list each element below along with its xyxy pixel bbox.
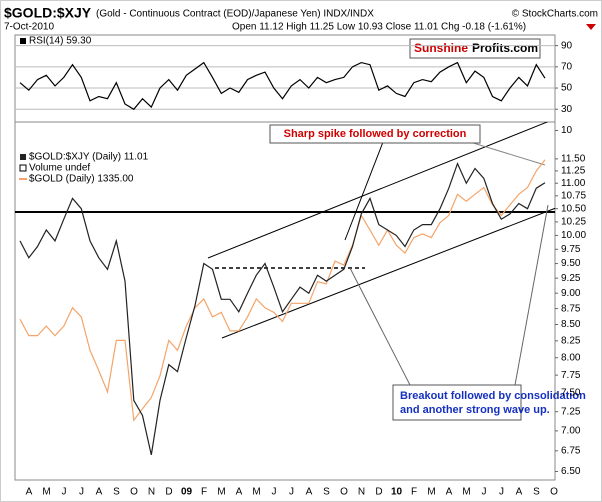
legend-entry: $GOLD:$XJY (Daily) 11.01	[29, 152, 149, 163]
y-tick-label: 6.75	[561, 445, 581, 456]
y-tick-label: 9.00	[561, 288, 581, 299]
spike-box	[269, 124, 481, 144]
legend-swatch	[19, 164, 27, 172]
logo-box	[409, 38, 541, 59]
x-tick-label: J	[289, 487, 294, 498]
y-tick-label: 10.75	[561, 190, 586, 201]
y-tick-label: 8.00	[561, 352, 581, 363]
y-tick-label: 8.75	[561, 303, 581, 314]
x-tick-label: A	[516, 487, 523, 498]
x-tick-label: F	[201, 487, 207, 498]
description: (Gold - Continuous Contract (EOD)/Japane…	[96, 9, 374, 20]
y-tick-label: 8.25	[561, 335, 581, 346]
x-tick-label: M	[462, 487, 470, 498]
x-tick-label: M	[427, 487, 435, 498]
y-tick-label: 11.25	[561, 166, 586, 177]
x-tick-label: O	[340, 487, 348, 498]
legend-swatch	[20, 154, 26, 160]
series-line	[19, 161, 546, 456]
date: 7-Oct-2010	[4, 22, 54, 33]
breakout-annotation: Breakout followed by consolidation	[400, 390, 586, 402]
x-tick-label: M	[252, 487, 260, 498]
x-tick-label: J	[482, 487, 487, 498]
x-tick-label: J	[499, 487, 504, 498]
y-tick-label: 10.00	[561, 230, 586, 241]
y-tick-label: 9.50	[561, 258, 581, 269]
x-tick-label: S	[533, 487, 540, 498]
x-tick-label: M	[217, 487, 225, 498]
y-tick-label: 7.00	[561, 426, 581, 437]
series-line	[19, 159, 546, 422]
y-tick-label: 90	[561, 40, 573, 51]
x-tick-label: J	[79, 487, 84, 498]
series-group	[19, 61, 546, 111]
x-tick-label: S	[113, 487, 120, 498]
x-tick-label: F	[411, 487, 417, 498]
y-tick-label: 11.50	[561, 153, 586, 164]
quote: Open 11.12 High 11.25 Low 10.93 Close 11…	[232, 22, 526, 33]
legend-entry: RSI(14) 59.30	[29, 36, 92, 47]
series-group	[19, 159, 546, 456]
y-tick-label: 70	[561, 61, 573, 72]
x-tick-label: A	[26, 487, 33, 498]
price-panel	[14, 121, 556, 481]
channel-lower	[221, 207, 555, 339]
callout-line	[349, 267, 411, 386]
x-tick-label: N	[148, 487, 155, 498]
y-tick-label: 8.50	[561, 319, 581, 330]
symbol: $GOLD:$XJY	[4, 5, 92, 21]
x-tick-label: 10	[391, 487, 403, 498]
breakout-annotation: and another strong wave up.	[400, 404, 550, 416]
callout-line	[344, 141, 384, 241]
y-tick-label: 10.25	[561, 217, 586, 228]
x-tick-label: S	[323, 487, 330, 498]
y-tick-label: 7.50	[561, 388, 581, 399]
annotation-lines	[15, 122, 555, 386]
x-tick-label: D	[375, 487, 382, 498]
x-tick-label: A	[446, 487, 453, 498]
breakout-box	[392, 384, 522, 421]
x-tick-label: A	[306, 487, 313, 498]
logo-part1: Sunshine	[414, 41, 468, 55]
x-tick-label: D	[165, 487, 172, 498]
y-tick-label: 9.75	[561, 244, 581, 255]
callout-line	[514, 204, 549, 386]
callout-line	[469, 141, 546, 166]
channel-upper	[207, 122, 549, 259]
credit: © StockCharts.com	[512, 9, 598, 20]
x-tick-label: N	[358, 487, 365, 498]
y-tick-label: 9.25	[561, 273, 581, 284]
y-tick-label: 30	[561, 104, 573, 115]
logo-part2: Profits.com	[472, 41, 538, 55]
x-tick-label: O	[550, 487, 558, 498]
spike-annotation: Sharp spike followed by correction	[284, 128, 467, 140]
x-tick-label: A	[96, 487, 103, 498]
y-tick-label: 10.50	[561, 203, 586, 214]
x-tick-label: A	[236, 487, 243, 498]
x-tick-label: M	[42, 487, 50, 498]
y-tick-label: 50	[561, 83, 573, 94]
volume-label: Volume undef	[29, 163, 90, 174]
legend-entry: $GOLD (Daily) 1335.00	[29, 174, 134, 185]
series-line	[19, 61, 546, 111]
y-tick-label: 7.25	[561, 406, 581, 417]
legend-swatch	[20, 38, 26, 44]
y-tick-label: 10	[561, 125, 573, 136]
x-tick-label: O	[130, 487, 138, 498]
y-tick-label: 7.75	[561, 370, 581, 381]
x-tick-label: 09	[181, 487, 193, 498]
y-tick-label: 11.00	[561, 178, 586, 189]
x-tick-label: J	[272, 487, 277, 498]
x-tick-label: J	[62, 487, 67, 498]
down-arrow	[586, 24, 596, 30]
y-tick-label: 6.50	[561, 466, 581, 477]
